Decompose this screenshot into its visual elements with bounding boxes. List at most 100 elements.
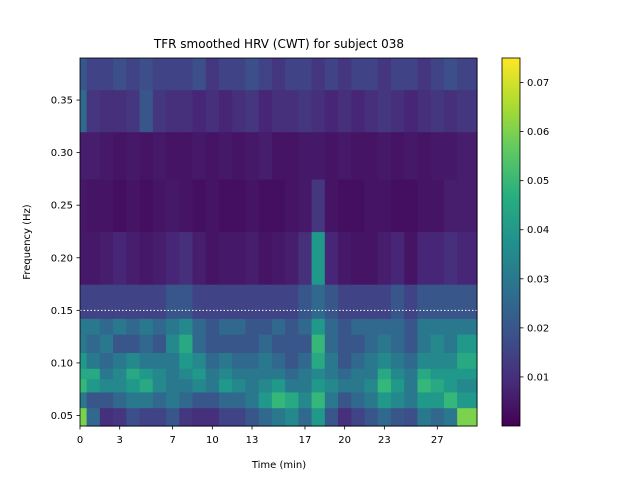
heatmap-cell	[443, 378, 458, 393]
heatmap-cell	[390, 131, 405, 180]
heatmap-cell	[139, 378, 154, 393]
heatmap-cell	[311, 391, 326, 409]
heatmap-cell	[285, 131, 299, 180]
heatmap-cell	[166, 334, 180, 353]
heatmap-cell	[443, 231, 458, 285]
heatmap-cell	[417, 334, 432, 353]
heatmap-cell	[179, 368, 194, 380]
heatmap-cell	[377, 391, 392, 409]
heatmap-cell	[86, 178, 101, 233]
heatmap-cell	[166, 231, 180, 285]
heatmap-cell	[404, 284, 419, 319]
heatmap-cell	[457, 89, 478, 133]
heatmap-cell	[113, 334, 127, 353]
heatmap-cell	[285, 378, 299, 393]
x-tick-label: 20	[338, 435, 351, 446]
heatmap-cell	[258, 368, 273, 380]
colorbar	[501, 57, 521, 427]
heatmap-cell	[126, 391, 141, 409]
heatmap-cell	[364, 284, 379, 319]
y-tick-label: 0.05	[51, 411, 73, 422]
heatmap-cell	[417, 178, 432, 233]
heatmap-cell	[324, 368, 339, 380]
heatmap-cell	[245, 334, 260, 353]
heatmap-cell	[113, 352, 127, 369]
heatmap-cell	[271, 378, 286, 393]
heatmap-cell	[430, 368, 445, 380]
heatmap-cell	[218, 352, 233, 369]
heatmap-cell	[218, 58, 233, 91]
heatmap-cell	[324, 391, 339, 409]
heatmap-cell	[338, 318, 352, 335]
heatmap-cell	[351, 378, 366, 393]
heatmap-cell	[390, 334, 405, 353]
chart-title: TFR smoothed HRV (CWT) for subject 038	[153, 37, 404, 51]
heatmap-cell	[152, 378, 167, 393]
heatmap-cell	[311, 178, 326, 233]
heatmap-cell	[457, 318, 478, 335]
heatmap-cell	[192, 318, 207, 335]
heatmap-cell	[192, 131, 207, 180]
heatmap-cell	[285, 89, 299, 133]
heatmap-cell	[311, 231, 326, 285]
heatmap-cell	[80, 231, 88, 285]
heatmap-cell	[245, 89, 260, 133]
heatmap-cell	[364, 368, 379, 380]
heatmap-cell	[443, 89, 458, 133]
heatmap-cell	[285, 407, 299, 427]
heatmap-cell	[245, 368, 260, 380]
heatmap-cell	[258, 334, 273, 353]
heatmap-cell	[390, 58, 405, 91]
heatmap-cell	[99, 407, 114, 427]
heatmap-cell	[218, 89, 233, 133]
heatmap-cell	[457, 391, 478, 409]
heatmap-cell	[139, 178, 154, 233]
heatmap-cell	[205, 334, 220, 353]
heatmap-cell	[205, 407, 220, 427]
heatmap-cell	[205, 131, 220, 180]
heatmap-cell	[311, 89, 326, 133]
heatmap-cell	[80, 352, 88, 369]
heatmap-cell	[258, 378, 273, 393]
heatmap-cell	[80, 89, 88, 133]
heatmap-cell	[205, 378, 220, 393]
heatmap-cell	[271, 231, 286, 285]
heatmap-cell	[139, 231, 154, 285]
heatmap-cell	[338, 391, 352, 409]
heatmap-cell	[152, 407, 167, 427]
heatmap-cell	[126, 178, 141, 233]
heatmap-cell	[390, 89, 405, 133]
heatmap-cell	[457, 334, 478, 353]
y-tick-label: 0.20	[51, 253, 73, 264]
heatmap-cell	[258, 391, 273, 409]
heatmap-cell	[152, 178, 167, 233]
heatmap-cell	[166, 407, 180, 427]
heatmap-cell	[192, 284, 207, 319]
heatmap-cell	[351, 318, 366, 335]
heatmap-cell	[258, 178, 273, 233]
heatmap-cell	[152, 352, 167, 369]
heatmap-cell	[351, 58, 366, 91]
heatmap-cell	[404, 391, 419, 409]
heatmap-cell	[271, 58, 286, 91]
heatmap-cell	[126, 58, 141, 91]
heatmap-cell	[205, 352, 220, 369]
heatmap-cell	[443, 318, 458, 335]
heatmap-cell	[245, 318, 260, 335]
y-tick-label: 0.10	[51, 358, 73, 369]
heatmap-cell	[351, 391, 366, 409]
heatmap-cell	[232, 178, 247, 233]
heatmap-cell	[457, 284, 478, 319]
heatmap-cell	[139, 89, 154, 133]
heatmap-cell	[152, 89, 167, 133]
heatmap-cell	[126, 231, 141, 285]
heatmap-cell	[152, 334, 167, 353]
heatmap-cell	[192, 407, 207, 427]
heatmap-cell	[218, 131, 233, 180]
heatmap-cell	[232, 231, 247, 285]
heatmap-cell	[364, 391, 379, 409]
heatmap-cell	[443, 368, 458, 380]
x-tick-label: 27	[431, 435, 444, 446]
heatmap-cell	[364, 231, 379, 285]
heatmap-cell	[245, 178, 260, 233]
